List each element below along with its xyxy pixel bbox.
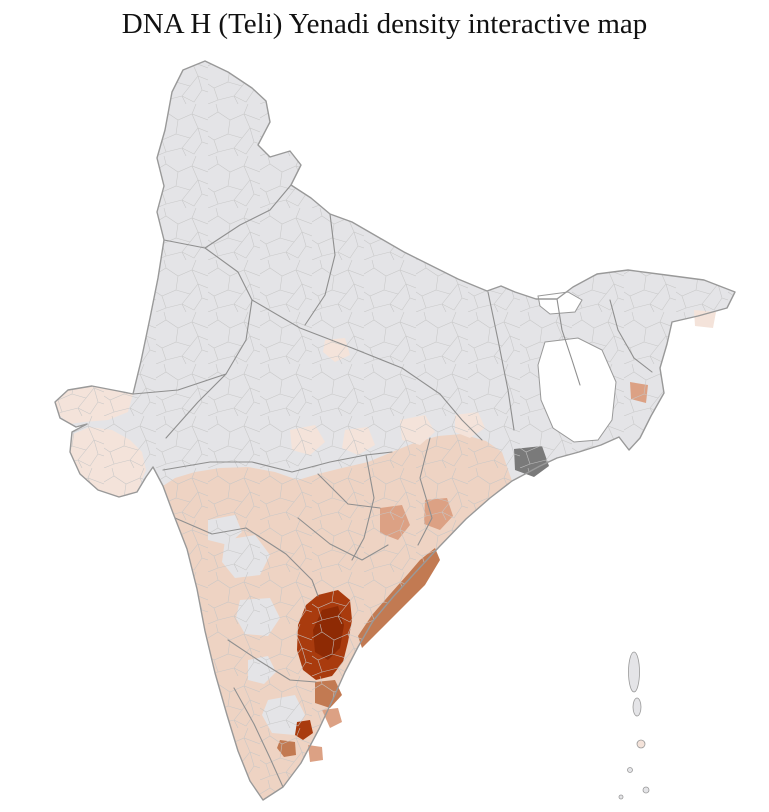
island[interactable] [627,767,633,773]
neighboring-country-cutouts [537,291,617,443]
bhutan-cutout [537,291,583,315]
page-title: DNA H (Teli) Yenadi density interactive … [121,8,648,40]
state-borders [132,184,653,788]
district-region[interactable] [358,548,440,648]
district-boundaries-texture [55,61,735,800]
island[interactable] [642,786,650,794]
island[interactable] [632,697,642,717]
district-region[interactable] [308,745,323,762]
andaman-nicobar-islands[interactable] [618,651,650,800]
island[interactable] [618,794,624,800]
bangladesh-cutout [537,337,617,443]
island[interactable] [628,651,640,693]
india-outline [54,60,736,801]
island[interactable] [636,739,646,749]
